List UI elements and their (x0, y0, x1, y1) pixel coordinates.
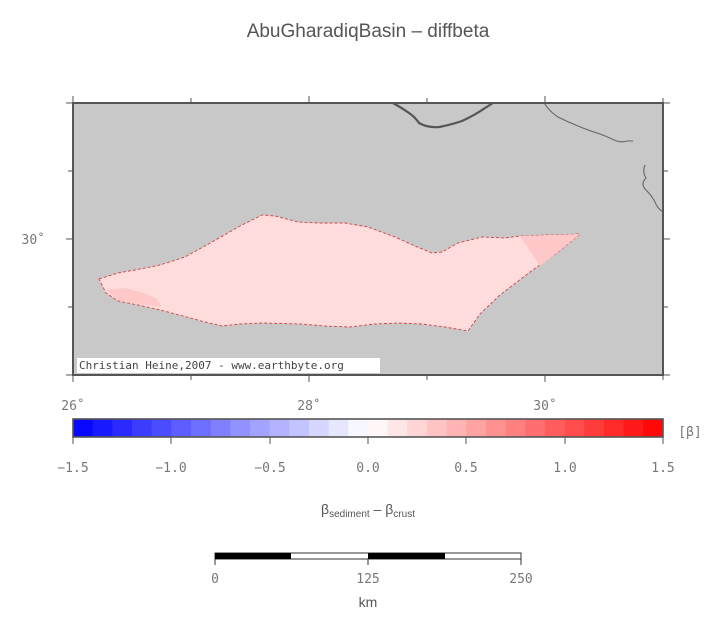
colorbar-cell (466, 419, 487, 437)
coastline-main (392, 102, 494, 129)
colorbar-cell (446, 419, 467, 437)
subscript-crust: crust (393, 509, 415, 520)
colorbar-cell (112, 419, 133, 437)
colorbar-cell (623, 419, 644, 437)
colorbar-cell (525, 419, 546, 437)
colorbar-label: −1.0 (155, 461, 186, 476)
coastline-east (543, 102, 633, 143)
colorbar-cell (643, 419, 664, 437)
lon-label-26: 26˚ (61, 398, 84, 414)
scale-label: 125 (356, 572, 379, 587)
colorbar-cell (486, 419, 507, 437)
colorbar-label: 1.5 (651, 461, 674, 476)
colorbar-cell (328, 419, 349, 437)
colorbar-cell (604, 419, 625, 437)
colorbar-axis-label: βsediment – βcrust (321, 501, 415, 520)
colorbar-label: 0.5 (454, 461, 477, 476)
colorbar-cell (191, 419, 212, 437)
colorbar-cells (73, 419, 664, 437)
colorbar-cell (73, 419, 94, 437)
basin-highlight-west (106, 288, 162, 307)
map-panel: Christian Heine,2007 - www.earthbyte.org… (22, 96, 670, 382)
colorbar-cell (407, 419, 428, 437)
colorbar-cell (348, 419, 369, 437)
beta-symbol: β (321, 501, 329, 517)
colorbar-label: −0.5 (254, 461, 285, 476)
colorbar-cell (269, 419, 290, 437)
colorbar-cell (171, 419, 192, 437)
subscript-sediment: sediment (329, 509, 370, 520)
lon-label-30: 30˚ (533, 398, 556, 414)
colorbar-cell (132, 419, 153, 437)
colorbar-ticks (72, 437, 664, 444)
colorbar-cell (92, 419, 113, 437)
credit-text: Christian Heine,2007 - www.earthbyte.org (79, 359, 344, 372)
colorbar-cell (564, 419, 585, 437)
scale-unit: km (359, 594, 378, 610)
colorbar-cell (250, 419, 271, 437)
credit-box (77, 358, 380, 373)
basin-polygon (98, 214, 582, 332)
scale-bar (214, 552, 522, 565)
lon-label-28: 28˚ (297, 398, 320, 414)
map-title: AbuGharadiqBasin – diffbeta (247, 21, 490, 42)
colorbar-cell (151, 419, 172, 437)
minus-sign: – (370, 501, 386, 517)
colorbar-label: 1.0 (553, 461, 576, 476)
colorbar-cell (289, 419, 310, 437)
scale-label: 250 (509, 572, 532, 587)
basin-highlight-east (520, 234, 580, 266)
colorbar-label: 0.0 (356, 461, 379, 476)
scale-label: 0 (211, 572, 219, 587)
colorbar-cell (309, 419, 330, 437)
colorbar-label: −1.5 (57, 461, 88, 476)
colorbar-cell (387, 419, 408, 437)
lat-label-30: 30˚ (22, 232, 45, 248)
colorbar-cell (210, 419, 231, 437)
map-ticks (66, 96, 670, 382)
colorbar-cell (368, 419, 389, 437)
beta-symbol: β (385, 501, 393, 517)
colorbar-cell (545, 419, 566, 437)
colorbar-cell (584, 419, 605, 437)
colorbar-unit: [β] (678, 425, 701, 440)
colorbar-cell (505, 419, 526, 437)
colorbar-cell (230, 419, 251, 437)
coastline-far-east (642, 164, 664, 213)
colorbar-cell (427, 419, 448, 437)
